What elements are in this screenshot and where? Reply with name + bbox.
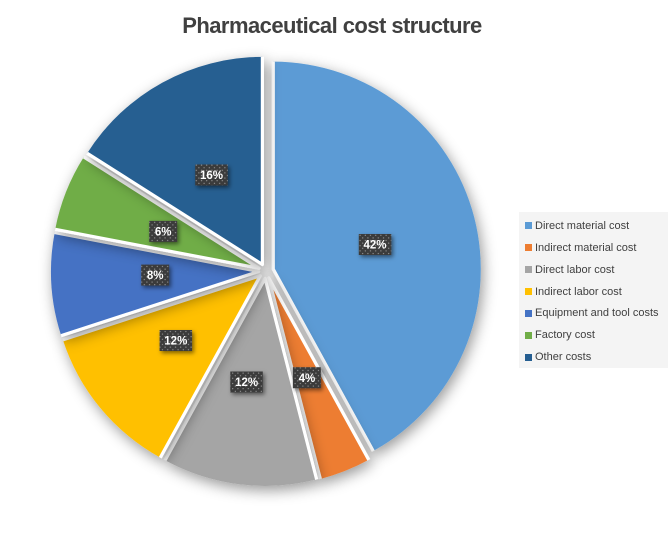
svg-text:16%: 16% [200, 170, 223, 182]
svg-text:12%: 12% [235, 377, 258, 389]
svg-text:4%: 4% [299, 373, 316, 385]
svg-text:12%: 12% [164, 336, 187, 348]
svg-text:8%: 8% [147, 270, 164, 282]
svg-text:6%: 6% [155, 227, 172, 239]
svg-text:42%: 42% [363, 240, 386, 252]
